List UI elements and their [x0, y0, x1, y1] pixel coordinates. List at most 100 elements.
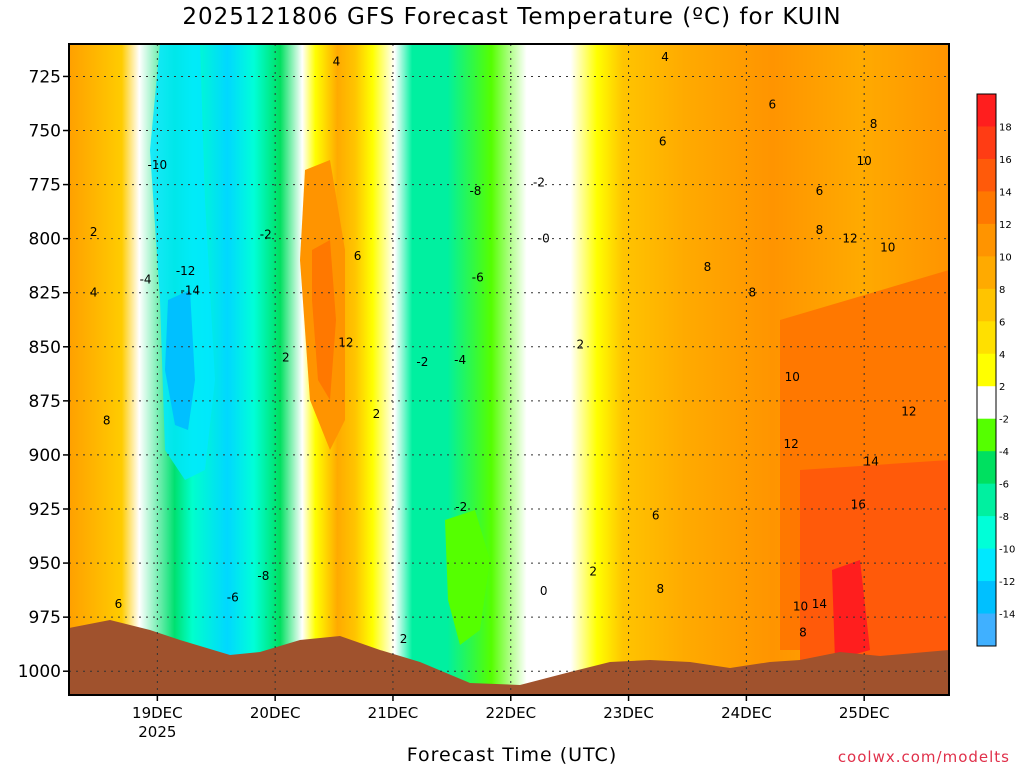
y-tick-label: 900 [29, 446, 61, 466]
contour-label: -2 [455, 500, 467, 514]
contour-label: 0 [540, 584, 548, 598]
contour-label: -2 [533, 175, 545, 189]
y-tick-label: 775 [29, 176, 61, 196]
x-tick-label: 24DEC [721, 704, 772, 722]
colorbar-label: -4 [999, 447, 1009, 458]
contour-label: 12 [901, 405, 916, 419]
x-tick-label: 23DEC [603, 704, 654, 722]
contour-label: 10 [880, 240, 895, 254]
colorbar-swatch [977, 158, 996, 192]
colorbar-swatch [977, 386, 996, 420]
colorbar-label: 6 [999, 317, 1005, 328]
contour-label: 2 [400, 632, 408, 646]
contour-label: -14 [181, 284, 201, 298]
y-tick-label: 975 [29, 608, 61, 628]
colorbar-swatch [977, 256, 996, 290]
contour-label: 16 [851, 498, 866, 512]
contour-label: -2 [260, 227, 272, 241]
contour-label: 2 [90, 225, 98, 239]
contour-label: 10 [793, 599, 808, 613]
x-tick-label: 20DEC [250, 704, 301, 722]
green-tongue-region [445, 510, 490, 645]
contour-label: -12 [176, 264, 196, 278]
colorbar-swatch [977, 516, 996, 550]
y-tick-label: 950 [29, 554, 61, 574]
colorbar-label: -6 [999, 480, 1009, 491]
colorbar-label: -2 [999, 415, 1009, 426]
terrain-surface [69, 620, 949, 695]
colorbar-label: -14 [999, 610, 1015, 621]
y-tick-label: 800 [29, 230, 61, 250]
contour-label: 2 [576, 338, 584, 352]
colorbar-label: 4 [999, 350, 1005, 361]
contour-label: -4 [140, 273, 152, 287]
y-axis: 725 750 775 800 825 850 875 900 925 950 975 1000 [18, 67, 69, 682]
x-axis-title: Forecast Time (UTC) [406, 744, 618, 766]
plot-frame [68, 43, 950, 696]
contour-label: 8 [816, 223, 824, 237]
colorbar-swatch [977, 483, 996, 517]
contour-label: -4 [454, 353, 466, 367]
contour-label: 14 [812, 597, 827, 611]
colorbar-label: 14 [999, 187, 1012, 198]
contour-label: 10 [857, 154, 872, 168]
contour-label: 8 [704, 260, 712, 274]
colorbar-label: 12 [999, 220, 1012, 231]
colorbar-label: 2 [999, 382, 1005, 393]
colorbar-swatch [977, 353, 996, 387]
contour-label: 2 [282, 351, 290, 365]
contour-label: 8 [799, 625, 807, 639]
colorbar-swatch [977, 191, 996, 225]
x-tick-label: 21DEC [368, 704, 419, 722]
contour-label: -8 [257, 569, 269, 583]
x-tick-label: 25DEC [839, 704, 890, 722]
colorbar-swatch [977, 288, 996, 322]
hottest-region-25dec [832, 560, 870, 660]
warm-core-region-inner [312, 240, 336, 400]
credit-text: coolwx.com/modelts [837, 748, 1010, 766]
y-tick-label: 875 [29, 392, 61, 412]
y-tick-label: 925 [29, 500, 61, 520]
colorbar: 18 16 14 12 10 8 6 4 2 -2 -4 -6 -8 -10 -12 -14 [976, 93, 1015, 647]
colorbar-swatch [977, 548, 996, 582]
very-cold-core-region [165, 290, 195, 430]
y-tick-label: 1000 [18, 662, 61, 682]
chart-title: 2025121806 GFS Forecast Temperature (ºC)… [182, 4, 842, 30]
contour-label: 6 [768, 98, 776, 112]
contour-label: 2 [373, 407, 381, 421]
contour-label: -6 [472, 271, 484, 285]
contour-label: 6 [115, 597, 123, 611]
contour-label: -2 [416, 355, 428, 369]
colorbar-label: 10 [999, 252, 1012, 263]
contour-label: 12 [338, 335, 353, 349]
colorbar-swatch [977, 613, 996, 647]
contour-label: -10 [148, 158, 168, 172]
x-tick-sublabel: 2025 [138, 723, 176, 741]
colorbar-label: -12 [999, 577, 1015, 588]
contour-label: 6 [354, 249, 362, 263]
contour-label: 2 [589, 565, 597, 579]
contour-label: -6 [227, 591, 239, 605]
y-tick-label: 725 [29, 67, 61, 87]
contour-label: 12 [842, 232, 857, 246]
contour-label: 8 [748, 286, 756, 300]
colorbar-label: 8 [999, 285, 1005, 296]
x-tick-label: 19DEC [132, 704, 183, 722]
contour-label: -0 [538, 232, 550, 246]
colorbar-swatch [977, 94, 996, 127]
colorbar-label: -8 [999, 512, 1009, 523]
contour-label: 6 [816, 184, 824, 198]
y-tick-label: 850 [29, 338, 61, 358]
x-tick-label: 22DEC [485, 704, 536, 722]
hot-region-25dec [800, 460, 949, 660]
colorbar-swatch [977, 418, 996, 452]
contour-label: 4 [333, 54, 341, 68]
contour-label: 4 [90, 286, 98, 300]
colorbar-swatch [977, 126, 996, 160]
y-tick-label: 750 [29, 122, 61, 142]
contour-label: 10 [785, 370, 800, 384]
contour-label: -8 [469, 184, 481, 198]
